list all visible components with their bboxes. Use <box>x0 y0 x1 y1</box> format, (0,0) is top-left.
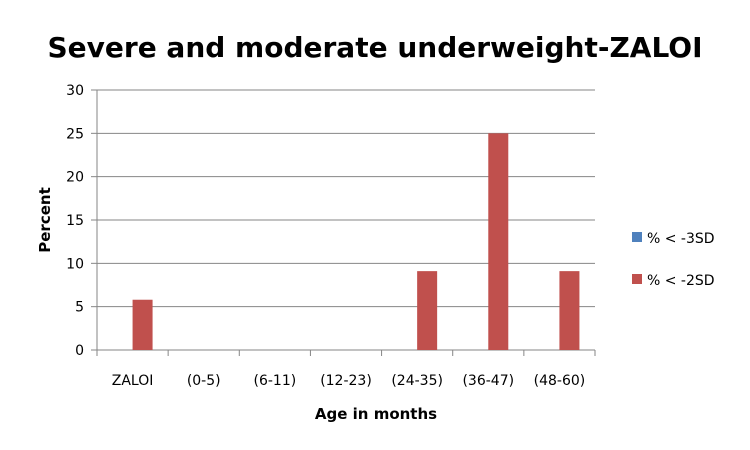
x-tick-label: (12-23) <box>320 373 372 389</box>
y-tick-label: 30 <box>66 83 84 99</box>
legend-label: % < -3SD <box>647 231 715 247</box>
x-axis-title: Age in months <box>315 405 437 423</box>
y-axis-title: Percent <box>36 187 54 252</box>
x-tick-labels: ZALOI (0-5) (6-11) (12-23) (24-35) (36-47) (48… <box>112 373 585 389</box>
bar-pct-lt-2sd <box>488 133 509 350</box>
x-tick-label: (0-5) <box>187 373 221 389</box>
x-tick-label: (48-60) <box>534 373 586 389</box>
legend: % < -3SD % < -2SD <box>632 231 715 289</box>
bar-pct-lt-2sd <box>132 299 153 350</box>
x-tick-label: (36-47) <box>462 373 514 389</box>
y-tick-label: 15 <box>66 213 84 229</box>
gridlines <box>91 89 596 356</box>
chart-title: Severe and moderate underweight-ZALOI <box>47 31 702 64</box>
y-tick-label: 10 <box>66 256 84 272</box>
bar-pct-lt-2sd <box>417 271 438 350</box>
y-tick-label: 25 <box>66 126 84 142</box>
legend-swatch <box>632 232 642 242</box>
legend-label: % < -2SD <box>647 273 715 289</box>
bar-pct-lt-2sd <box>559 271 580 350</box>
bars <box>132 133 580 350</box>
legend-swatch <box>632 274 642 284</box>
x-tick-label: ZALOI <box>112 373 154 389</box>
y-tick-labels: 0 5 10 15 20 25 30 <box>66 83 84 359</box>
y-tick-label: 0 <box>75 343 84 359</box>
x-tick-label: (6-11) <box>254 373 297 389</box>
y-tick-label: 5 <box>75 300 84 316</box>
x-tick-label: (24-35) <box>391 373 443 389</box>
y-tick-label: 20 <box>66 170 84 186</box>
